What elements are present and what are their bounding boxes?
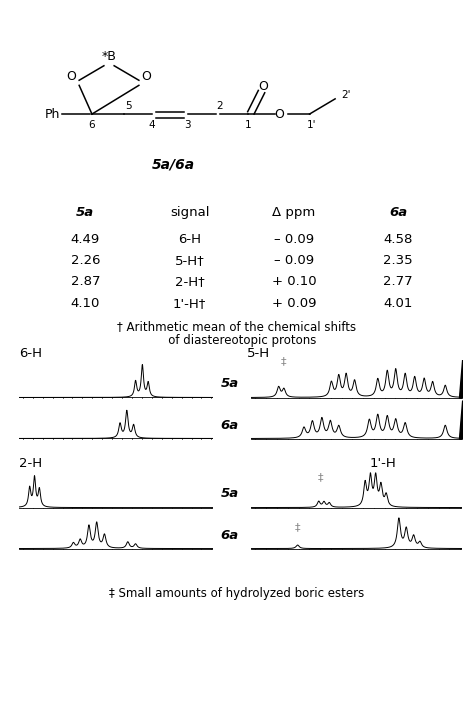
Text: 2.87: 2.87: [71, 275, 100, 288]
Text: 6-H: 6-H: [19, 347, 42, 360]
Text: 5a: 5a: [221, 487, 239, 500]
Text: Δ ppm: Δ ppm: [272, 206, 316, 219]
Text: O: O: [142, 70, 152, 83]
Text: ‡: ‡: [281, 357, 287, 367]
Text: 4.49: 4.49: [71, 233, 100, 246]
Text: 2.77: 2.77: [383, 275, 413, 288]
Text: 2': 2': [341, 90, 351, 100]
Text: O: O: [275, 108, 284, 121]
Text: 2-H†: 2-H†: [175, 275, 204, 288]
Text: 4: 4: [148, 120, 155, 130]
Text: 1: 1: [245, 120, 251, 130]
Text: O: O: [66, 70, 76, 83]
Text: 4.58: 4.58: [383, 233, 413, 246]
Text: 6-H: 6-H: [178, 233, 201, 246]
Text: 4.01: 4.01: [383, 297, 413, 310]
Text: 6a: 6a: [221, 529, 239, 542]
Text: of diastereotopic protons: of diastereotopic protons: [157, 334, 317, 347]
Text: 1'-H†: 1'-H†: [173, 297, 206, 310]
Text: 2-H: 2-H: [19, 457, 42, 470]
Text: † Arithmetic mean of the chemical shifts: † Arithmetic mean of the chemical shifts: [118, 320, 356, 333]
Text: 5a: 5a: [221, 377, 239, 390]
Text: ‡: ‡: [295, 522, 301, 532]
Text: + 0.09: + 0.09: [272, 297, 316, 310]
Text: 5-H†: 5-H†: [175, 254, 204, 267]
Text: 6a: 6a: [221, 419, 239, 432]
Text: 5-H: 5-H: [246, 347, 270, 360]
Text: 2.35: 2.35: [383, 254, 413, 267]
Text: 1': 1': [307, 120, 317, 130]
Text: 5a: 5a: [76, 206, 94, 219]
Text: 5: 5: [125, 101, 131, 111]
Text: Ph: Ph: [45, 108, 60, 121]
Text: ‡ Small amounts of hydrolyzed boric esters: ‡ Small amounts of hydrolyzed boric este…: [109, 587, 365, 600]
Text: ‡: ‡: [318, 472, 324, 482]
Text: signal: signal: [170, 206, 210, 219]
Text: 6: 6: [89, 120, 95, 130]
Text: 3: 3: [185, 120, 191, 130]
Text: – 0.09: – 0.09: [274, 233, 314, 246]
Text: 2.26: 2.26: [71, 254, 100, 267]
Text: + 0.10: + 0.10: [272, 275, 316, 288]
Text: 1'-H: 1'-H: [370, 457, 396, 470]
Text: 5a/6a: 5a/6a: [152, 157, 194, 172]
Text: 6a: 6a: [389, 206, 407, 219]
Text: 4.10: 4.10: [71, 297, 100, 310]
Text: 2: 2: [217, 101, 223, 111]
Text: *B: *B: [101, 50, 117, 63]
Text: O: O: [258, 80, 268, 93]
Text: – 0.09: – 0.09: [274, 254, 314, 267]
